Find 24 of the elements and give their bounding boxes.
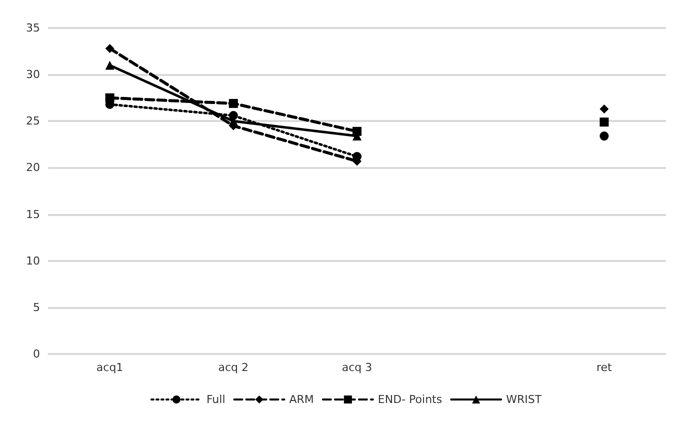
y-tick-label: 15 (26, 208, 40, 221)
y-tick-label: 0 (33, 348, 40, 360)
point (105, 60, 114, 70)
point (105, 93, 114, 102)
x-tick-label: acq 2 (218, 361, 249, 374)
x-tick-label: ret (596, 361, 613, 374)
y-tick-label: 30 (26, 68, 40, 82)
legend-label: ARM (289, 393, 314, 406)
x-tick-label: acq1 (96, 361, 124, 374)
y-tick-label: 35 (26, 22, 40, 34)
point (600, 118, 609, 127)
legend-label: Full (206, 393, 226, 406)
x-tick-label: acq 3 (342, 361, 372, 374)
point (228, 98, 238, 108)
y-tick-label: 20 (26, 161, 40, 174)
y-tick-label: 25 (26, 114, 40, 128)
point (600, 132, 609, 141)
point (228, 111, 238, 120)
legend-label: END- Points (378, 393, 442, 406)
y-tick-label: 10 (26, 254, 40, 268)
point (600, 104, 609, 114)
y-tick-label: 5 (33, 300, 40, 314)
legend-label: WRIST (506, 393, 542, 406)
point (105, 44, 114, 53)
